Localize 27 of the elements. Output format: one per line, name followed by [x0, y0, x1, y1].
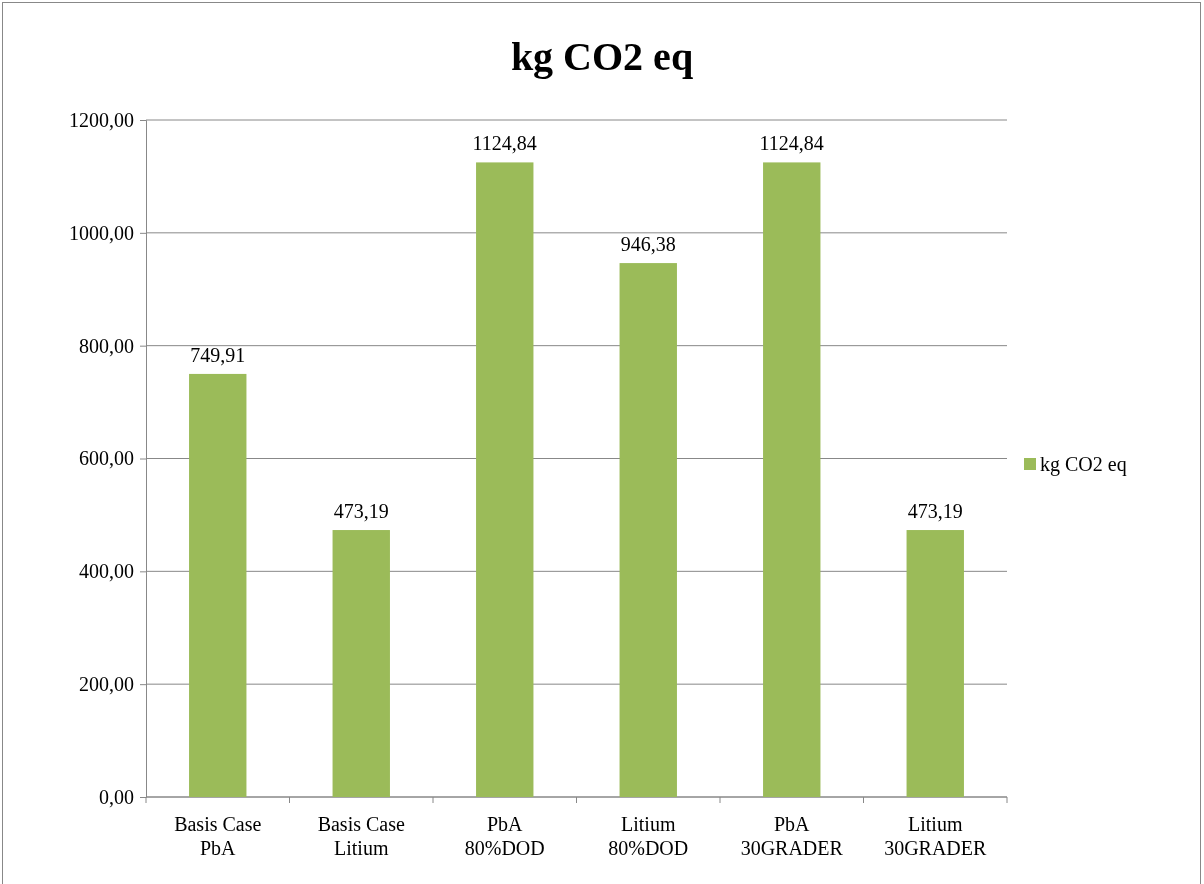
chart-title: kg CO2 eq — [510, 34, 694, 79]
y-tick-label: 1000,00 — [69, 221, 134, 244]
data-label: 1124,84 — [759, 132, 824, 155]
bar — [906, 530, 964, 797]
y-tick-label: 200,00 — [79, 673, 134, 696]
legend-label: kg CO2 eq — [1040, 453, 1127, 476]
x-tick-label: PbA 80%DOD — [464, 813, 545, 859]
y-tick-label: 800,00 — [79, 334, 134, 357]
bar — [619, 263, 677, 797]
y-tick-label: 400,00 — [79, 560, 134, 583]
y-tick-label: 1200,00 — [69, 108, 134, 131]
data-label: 1124,84 — [472, 132, 537, 155]
x-tick-label: Basis Case Litium — [317, 813, 405, 859]
bar — [763, 162, 821, 797]
bar — [332, 530, 390, 797]
y-tick-label: 600,00 — [79, 447, 134, 470]
x-tick-label: Litium 80%DOD — [608, 813, 689, 859]
data-label: 473,19 — [907, 500, 963, 523]
bar — [476, 162, 534, 797]
y-tick-label: 0,00 — [99, 785, 134, 808]
x-tick-label: Basis Case PbA — [174, 813, 262, 859]
data-label: 473,19 — [333, 500, 389, 523]
data-label: 749,91 — [190, 343, 246, 366]
x-tick-label: PbA 30GRADER — [740, 813, 844, 859]
bar — [189, 373, 247, 797]
data-label: 946,38 — [620, 233, 676, 256]
x-tick-label: Litium 30GRADER — [884, 813, 988, 859]
